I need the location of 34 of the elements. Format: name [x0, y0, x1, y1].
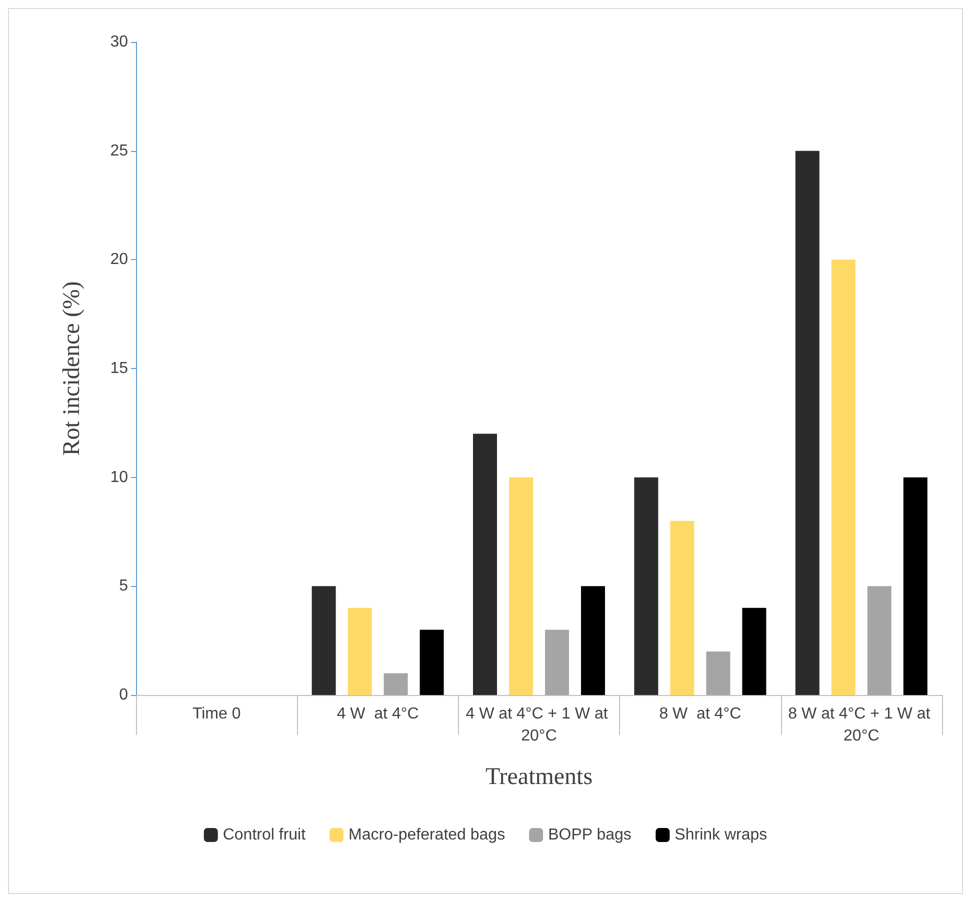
y-tick-label: 0 [119, 686, 128, 704]
x-tick-label: 8 W at 4°C + 1 W at 20°C [788, 706, 935, 744]
bar [795, 150, 820, 695]
bar [473, 434, 497, 695]
bar [742, 608, 766, 695]
x-tick-label: 4 W at 4°C [336, 706, 419, 722]
legend-label: Macro-peferated bags [348, 826, 506, 844]
x-tick-label: Time 0 [192, 706, 241, 722]
bar [581, 586, 605, 695]
bar [706, 651, 730, 695]
bar [509, 477, 533, 695]
y-tick-label: 10 [110, 468, 128, 486]
y-tick-label: 5 [119, 578, 128, 595]
y-tick-label: 25 [110, 142, 128, 160]
bar [903, 477, 928, 695]
x-tick-label: 8 W at 4°C [659, 706, 742, 722]
y-tick-label: 15 [110, 360, 128, 377]
bar [384, 673, 408, 695]
x-tick-label: 4 W at 4°C + 1 W at 20°C [466, 706, 612, 744]
bar [348, 608, 372, 695]
y-tick-label: 30 [110, 34, 128, 50]
x-axis-title: Treatments [485, 764, 593, 790]
y-tick-label: 20 [110, 251, 128, 268]
legend-label: Shrink wraps [674, 826, 768, 844]
legend-label: Control fruit [222, 826, 306, 844]
bar [670, 520, 694, 695]
bar [420, 630, 444, 695]
bar [831, 260, 856, 695]
bar [545, 630, 569, 695]
bar [312, 586, 336, 695]
bar [634, 477, 658, 695]
y-axis-title: Rot incidence (%) [59, 281, 85, 456]
bar [867, 586, 892, 695]
legend-label: BOPP bags [548, 826, 632, 844]
